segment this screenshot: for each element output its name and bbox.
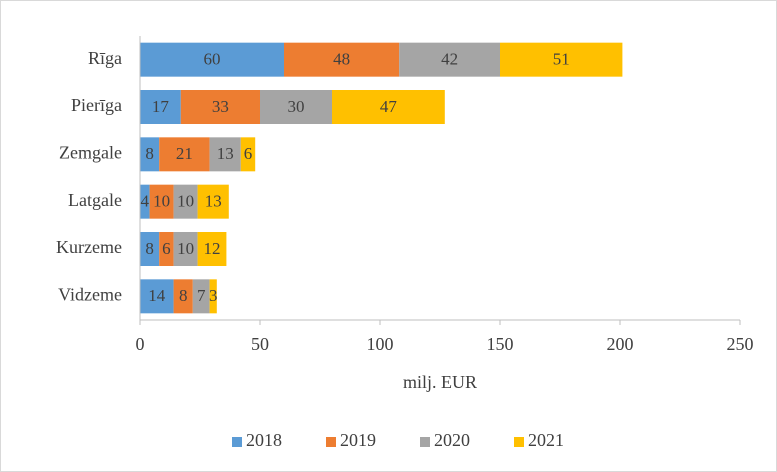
- bar-segment: [180, 90, 260, 124]
- bar-segment: [192, 279, 210, 314]
- legend-label: 2018: [246, 430, 282, 450]
- bar-segment: [284, 42, 400, 77]
- data-label: 21: [176, 144, 193, 163]
- y-tick-label: Rīga: [88, 48, 122, 68]
- bar-segment: [332, 90, 445, 124]
- x-tick-label: 50: [251, 334, 269, 354]
- data-label: 42: [441, 50, 458, 69]
- data-label: 4: [141, 192, 150, 211]
- data-label: 48: [333, 50, 350, 69]
- data-label: 30: [288, 97, 305, 116]
- bar-segment: [140, 279, 174, 314]
- bar-segment: [140, 42, 284, 77]
- bar-segment: [140, 137, 160, 172]
- bar-segment: [140, 184, 150, 219]
- legend-label: 2020: [434, 430, 470, 450]
- bar-segment: [197, 232, 227, 266]
- y-tick-label: Zemgale: [59, 142, 122, 162]
- data-label: 51: [553, 50, 570, 69]
- data-label: 14: [148, 286, 166, 305]
- legend-swatch: [514, 437, 524, 447]
- data-label: 10: [153, 192, 170, 211]
- bar-segment: [159, 137, 210, 172]
- data-label: 13: [217, 144, 234, 163]
- bar-segment: [140, 232, 160, 266]
- x-tick-label: 100: [367, 334, 394, 354]
- data-label: 33: [212, 97, 229, 116]
- x-tick-label: 200: [607, 334, 634, 354]
- y-tick-label: Kurzeme: [56, 237, 122, 257]
- bar-segment: [500, 42, 623, 77]
- x-axis-label: milj. EUR: [403, 372, 477, 392]
- bar-segment: [260, 90, 332, 124]
- data-label: 12: [204, 239, 221, 258]
- bar-segment: [173, 279, 193, 314]
- bar-segment: [209, 137, 241, 172]
- data-label: 6: [162, 239, 171, 258]
- bar-segment: [159, 232, 174, 266]
- y-tick-label: Vidzeme: [58, 284, 122, 304]
- bar-segment: [149, 184, 174, 219]
- data-label: 10: [177, 239, 194, 258]
- x-tick-label: 250: [727, 334, 754, 354]
- legend-swatch: [420, 437, 430, 447]
- bar-segment: [399, 42, 500, 77]
- data-label: 8: [145, 144, 154, 163]
- y-tick-label: Pierīga: [71, 95, 122, 115]
- data-label: 13: [205, 192, 222, 211]
- bar-segment: [240, 137, 256, 172]
- data-label: 6: [244, 144, 253, 163]
- bar-segment: [209, 279, 217, 314]
- data-label: 17: [152, 97, 170, 116]
- legend-label: 2019: [340, 430, 376, 450]
- data-label: 7: [197, 286, 206, 305]
- x-tick-label: 150: [487, 334, 514, 354]
- legend-swatch: [326, 437, 336, 447]
- x-tick-label: 0: [136, 334, 145, 354]
- bar-segment: [173, 232, 198, 266]
- data-label: 8: [179, 286, 188, 305]
- y-tick-label: Latgale: [68, 190, 122, 210]
- data-label: 47: [380, 97, 398, 116]
- bar-segment: [173, 184, 198, 219]
- data-label: 10: [177, 192, 194, 211]
- data-label: 8: [145, 239, 154, 258]
- legend-swatch: [232, 437, 242, 447]
- bar-segment: [197, 184, 229, 219]
- data-label: 60: [204, 50, 221, 69]
- bar-segment: [140, 90, 181, 124]
- legend-label: 2021: [528, 430, 564, 450]
- data-label: 3: [209, 286, 218, 305]
